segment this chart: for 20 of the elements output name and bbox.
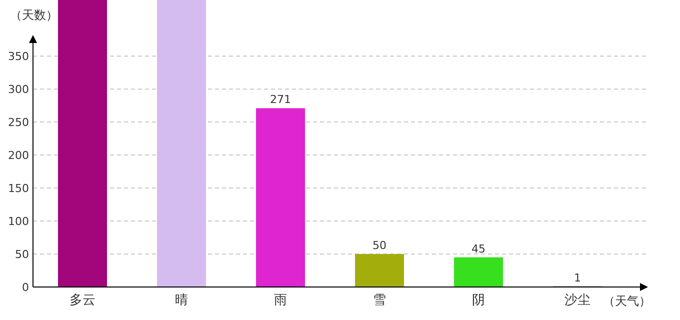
data-label: 1 [574, 271, 581, 284]
y-tick-label: 0 [22, 281, 29, 294]
y-tick-label: 100 [8, 215, 29, 228]
x-tick-label: 沙尘 [564, 293, 590, 308]
y-tick-label: 150 [8, 182, 29, 196]
y-tick-label: 200 [8, 149, 29, 162]
x-tick-label: 雨 [274, 293, 287, 308]
y-tick-label: 50 [15, 248, 29, 262]
data-label: 45 [472, 242, 486, 256]
x-tick-label: 多云 [70, 293, 96, 308]
y-tick-label: 250 [8, 116, 29, 130]
x-tick-label: 阴 [472, 293, 485, 308]
data-label: 50 [372, 239, 386, 252]
x-axis-title: （天气） [603, 294, 651, 308]
y-tick-label: 300 [8, 83, 29, 96]
data-label: 271 [270, 93, 291, 106]
y-axis-title: （天数） [10, 8, 58, 22]
x-tick-label: 雪 [373, 293, 386, 308]
y-tick-label: 350 [8, 50, 29, 64]
x-tick-label: 晴 [175, 293, 188, 308]
